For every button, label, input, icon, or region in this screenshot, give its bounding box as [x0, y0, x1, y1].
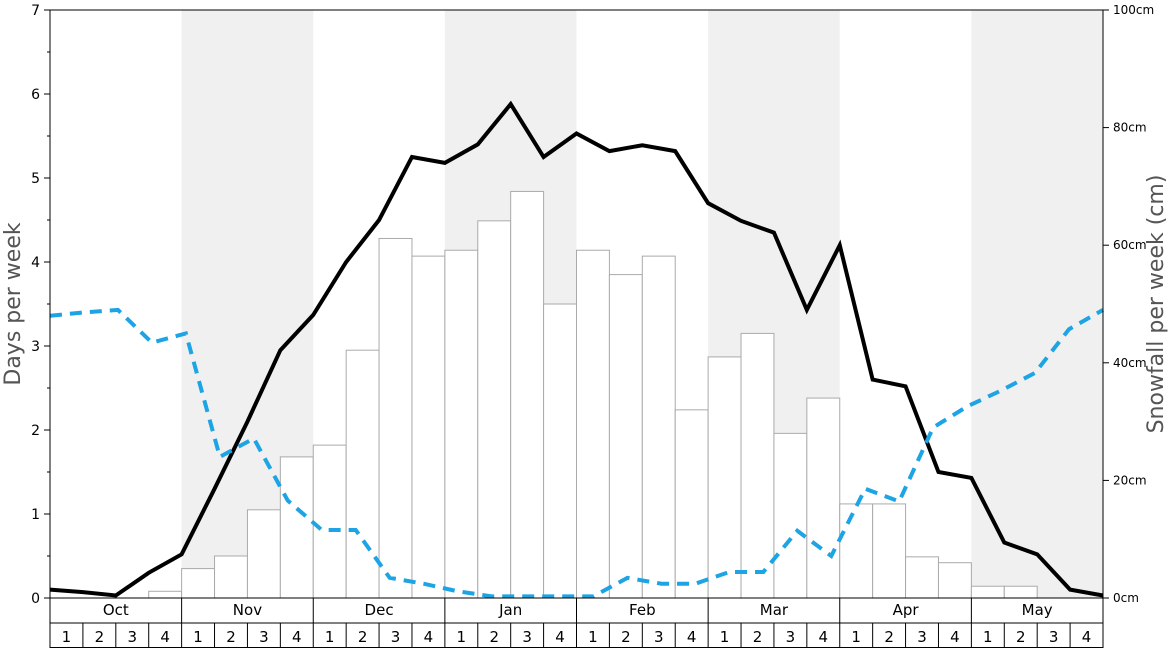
month-label-nov: Nov [233, 601, 262, 619]
line-series-solid [49, 100, 1104, 598]
left-tick-label: 3 [31, 339, 40, 355]
bar-week-9 [312, 444, 347, 599]
week-label: 2 [884, 628, 894, 646]
week-label: 4 [819, 628, 829, 646]
bar-week-21 [707, 356, 742, 599]
week-label: 3 [259, 628, 269, 646]
bar-week-29 [970, 585, 1005, 599]
bar-week-18 [608, 274, 643, 599]
month-label-may: May [1022, 601, 1053, 619]
bar-series [148, 190, 1038, 599]
bar-week-11 [378, 237, 413, 599]
right-tick-label: 20cm [1113, 473, 1147, 487]
week-label: 2 [489, 628, 499, 646]
month-label-apr: Apr [893, 601, 920, 619]
left-tick-label: 0 [31, 591, 40, 607]
week-label: 1 [851, 628, 861, 646]
bar-week-23 [773, 432, 808, 599]
left-tick-label: 4 [31, 255, 40, 271]
week-label: 2 [753, 628, 763, 646]
bar-week-22 [740, 332, 775, 599]
week-label: 3 [786, 628, 796, 646]
left-tick-label: 6 [31, 87, 40, 103]
line-series-dashed [49, 307, 1104, 599]
bar-week-15 [510, 190, 545, 599]
left-tick-label: 1 [31, 507, 40, 523]
week-label: 3 [654, 628, 664, 646]
bar-week-20 [674, 409, 709, 599]
bar-week-7 [246, 509, 281, 599]
week-label: 3 [522, 628, 532, 646]
bar-week-27 [905, 556, 939, 599]
week-label: 2 [1016, 628, 1026, 646]
week-label: 2 [226, 628, 236, 646]
week-label: 3 [1049, 628, 1059, 646]
bar-week-13 [444, 249, 479, 599]
bar-week-26 [872, 503, 907, 599]
week-label: 4 [1082, 628, 1092, 646]
month-label-jan: Jan [498, 601, 522, 619]
week-label: 4 [292, 628, 302, 646]
left-tick-label: 5 [31, 171, 40, 187]
week-label: 2 [358, 628, 368, 646]
right-tick-label: 0cm [1113, 591, 1139, 605]
week-label: 4 [555, 628, 565, 646]
week-label: 3 [917, 628, 927, 646]
bar-week-25 [839, 503, 874, 599]
bar-week-4 [148, 590, 183, 599]
bar-week-10 [345, 349, 380, 599]
week-label: 1 [193, 628, 203, 646]
bar-week-17 [576, 249, 610, 599]
month-label-feb: Feb [629, 601, 656, 619]
right-tick-label: 60cm [1113, 238, 1147, 252]
month-label-oct: Oct [103, 601, 129, 619]
bar-week-5 [181, 568, 216, 599]
left-tick-label: 2 [31, 423, 40, 439]
week-label: 1 [588, 628, 598, 646]
right-axis: 0cm 20cm 40cm 60cm 80cm 100cm [1103, 3, 1154, 605]
week-label: 4 [160, 628, 170, 646]
x-axis: Oct 1 2 3 4 Nov 1 2 3 4 Dec 1 2 3 4 Jan 1 2 3 4 Feb 1 2 3 4 Mar 1 2… [49, 598, 1104, 648]
right-axis-label: Snowfall per week (cm) [1144, 175, 1168, 434]
right-tick-label: 80cm [1113, 121, 1147, 135]
week-label: 4 [687, 628, 697, 646]
week-label: 3 [127, 628, 137, 646]
week-label: 4 [950, 628, 960, 646]
week-label: 2 [621, 628, 631, 646]
right-tick-label: 40cm [1113, 356, 1147, 370]
week-label: 1 [62, 628, 72, 646]
bar-week-16 [543, 303, 578, 599]
bar-week-24 [806, 397, 841, 599]
week-label: 1 [720, 628, 730, 646]
week-label: 2 [95, 628, 105, 646]
month-label-mar: Mar [760, 601, 789, 619]
week-label: 1 [457, 628, 467, 646]
week-label: 3 [391, 628, 401, 646]
right-tick-label: 100cm [1113, 3, 1154, 17]
line-series [49, 100, 1104, 599]
bar-week-28 [937, 562, 972, 599]
week-label: 1 [983, 628, 993, 646]
bar-week-19 [641, 255, 676, 599]
left-axis-label: Days per week [1, 222, 26, 385]
bar-week-30 [1003, 585, 1038, 599]
week-label: 4 [424, 628, 434, 646]
left-tick-label: 7 [31, 3, 40, 19]
week-label: 1 [325, 628, 335, 646]
bar-week-14 [477, 220, 512, 599]
left-axis: 0 1 2 3 4 5 6 7 [31, 3, 50, 607]
bar-week-12 [411, 255, 446, 599]
bar-week-8 [279, 456, 314, 599]
bar-week-6 [214, 555, 248, 599]
month-label-dec: Dec [365, 601, 394, 619]
month-shade-may [971, 10, 1103, 598]
